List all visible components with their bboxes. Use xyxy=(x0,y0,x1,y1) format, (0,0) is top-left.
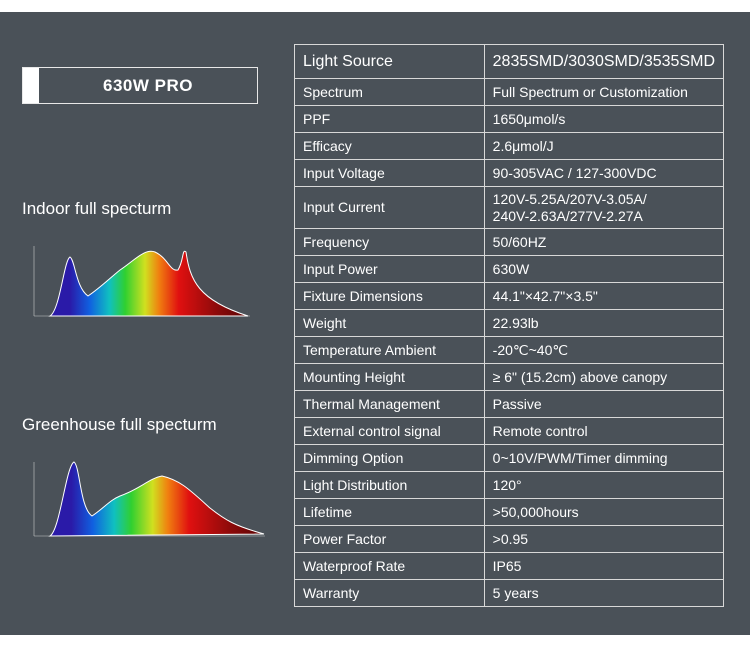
spec-value: 22.93lb xyxy=(483,309,725,337)
spec-value: 2835SMD/3030SMD/3535SMD xyxy=(483,44,725,79)
spec-name: Warranty xyxy=(294,579,485,607)
spec-value: -20℃~40℃ xyxy=(483,336,725,364)
spec-name: Waterproof Rate xyxy=(294,552,485,580)
spec-value: Remote control xyxy=(483,417,725,445)
spec-name: Fixture Dimensions xyxy=(294,282,485,310)
spec-name: Weight xyxy=(294,309,485,337)
spec-value: 120V-5.25A/207V-3.05A/240V-2.63A/277V-2.… xyxy=(483,186,725,229)
spec-name: Light Distribution xyxy=(294,471,485,499)
spec-row: Input Current 120V-5.25A/207V-3.05A/240V-… xyxy=(294,186,725,229)
badge: 630W PRO xyxy=(22,67,258,104)
spec-name: Input Voltage xyxy=(294,159,485,187)
spec-name: Spectrum xyxy=(294,78,485,106)
spec-value: 5 years xyxy=(483,579,725,607)
spec-name: Thermal Management xyxy=(294,390,485,418)
spec-row: Light Source 2835SMD/3030SMD/3535SMD xyxy=(294,44,725,79)
spec-row: Lifetime >50,000hours xyxy=(294,498,725,526)
spec-row: Waterproof Rate IP65 xyxy=(294,552,725,580)
spec-name: Efficacy xyxy=(294,132,485,160)
spec-row: Warranty 5 years xyxy=(294,579,725,607)
spec-name: Light Source xyxy=(294,44,485,79)
spec-row: Temperature Ambient -20℃~40℃ xyxy=(294,336,725,364)
spec-row: Light Distribution 120° xyxy=(294,471,725,499)
spec-name: PPF xyxy=(294,105,485,133)
spec-row: Frequency 50/60HZ xyxy=(294,228,725,256)
spec-value: 50/60HZ xyxy=(483,228,725,256)
badge-block xyxy=(23,68,39,103)
spec-row: Mounting Height ≥ 6" (15.2cm) above canop… xyxy=(294,363,725,391)
spec-value: 1650μmol/s xyxy=(483,105,725,133)
spec-name: Input Current xyxy=(294,186,485,229)
spec-name: Input Power xyxy=(294,255,485,283)
spec-name: Temperature Ambient xyxy=(294,336,485,364)
spec-row: Thermal Management Passive xyxy=(294,390,725,418)
spec-name: Lifetime xyxy=(294,498,485,526)
spec-value: IP65 xyxy=(483,552,725,580)
spec-value: >0.95 xyxy=(483,525,725,553)
spec-value: 44.1"×42.7"×3.5" xyxy=(483,282,725,310)
spec-value-line: 240V-2.63A/277V-2.27A xyxy=(492,207,643,224)
spec-row: Power Factor >0.95 xyxy=(294,525,725,553)
spec-value: Full Spectrum or Customization xyxy=(483,78,725,106)
spec-row: Spectrum Full Spectrum or Customization xyxy=(294,78,725,106)
spec-table: Light Source 2835SMD/3030SMD/3535SMD Spect… xyxy=(294,44,725,607)
spec-name: External control signal xyxy=(294,417,485,445)
spec-value: 120° xyxy=(483,471,725,499)
spec-row: External control signal Remote control xyxy=(294,417,725,445)
spec-row: Weight 22.93lb xyxy=(294,309,725,337)
spectrum-image xyxy=(33,461,265,537)
spec-value-line: 120V-5.25A/207V-3.05A/ xyxy=(492,190,647,207)
spec-row: PPF 1650μmol/s xyxy=(294,105,725,133)
spec-name: Power Factor xyxy=(294,525,485,553)
spec-value: ≥ 6" (15.2cm) above canopy xyxy=(483,363,725,391)
spec-value: 0~10V/PWM/Timer dimming xyxy=(483,444,725,472)
spec-row: Efficacy 2.6μmol/J xyxy=(294,132,725,160)
spec-value: 90-305VAC / 127-300VDC xyxy=(483,159,725,187)
spec-value: 2.6μmol/J xyxy=(483,132,725,160)
spec-row: Input Voltage 90-305VAC / 127-300VDC xyxy=(294,159,725,187)
spectrum-label: Indoor full specturm xyxy=(22,199,172,218)
spec-name: Frequency xyxy=(294,228,485,256)
spec-row: Dimming Option 0~10V/PWM/Timer dimming xyxy=(294,444,725,472)
spec-name: Mounting Height xyxy=(294,363,485,391)
spec-value: 630W xyxy=(483,255,725,283)
badge-text: 630W PRO xyxy=(103,76,193,95)
spec-row: Input Power 630W xyxy=(294,255,725,283)
spec-value: Passive xyxy=(483,390,725,418)
spec-value: >50,000hours xyxy=(483,498,725,526)
spectrum-label: Greenhouse full specturm xyxy=(22,415,217,434)
spectrum-image xyxy=(33,246,250,317)
spec-name: Dimming Option xyxy=(294,444,485,472)
spec-row: Fixture Dimensions 44.1"×42.7"×3.5" xyxy=(294,282,725,310)
